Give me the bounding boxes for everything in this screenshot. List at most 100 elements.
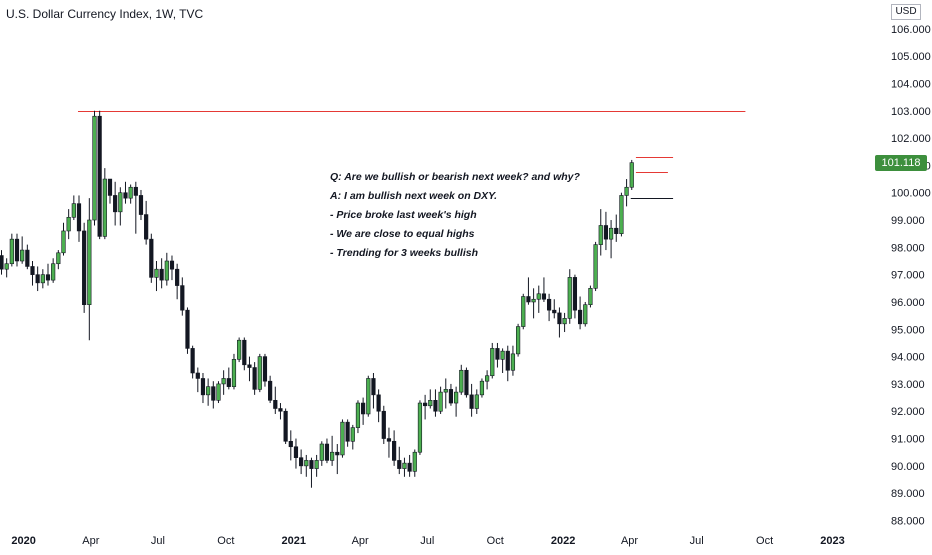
candle-body	[309, 460, 314, 469]
candle-body	[216, 383, 221, 401]
candle	[515, 323, 521, 357]
candle	[428, 389, 433, 409]
last-price-badge: 101.118	[875, 155, 927, 171]
candle-body	[526, 296, 531, 303]
candle-body	[407, 462, 412, 472]
candle-body	[459, 369, 464, 393]
candle-body	[324, 443, 330, 461]
candle	[283, 408, 288, 445]
candle-body	[433, 400, 438, 412]
candle	[485, 370, 490, 390]
time-axis[interactable]: 2020 Apr Jul Oct 2021 Apr Jul Oct 2022 Apr Jul Oct 2…	[11, 535, 844, 547]
candle-body	[195, 372, 200, 379]
candle	[423, 394, 428, 420]
candle-body	[283, 410, 288, 442]
candle	[211, 381, 216, 409]
candle	[459, 364, 464, 395]
x-tick-label: Apr	[352, 535, 369, 547]
price-axis[interactable]: 106.000105.000104.000103.000102.000101.0…	[891, 24, 931, 528]
candle-body	[211, 386, 216, 401]
candle	[505, 345, 510, 382]
x-tick-label: Jul	[420, 535, 434, 547]
candle-body	[0, 255, 4, 270]
candle-body	[82, 230, 87, 306]
candle	[324, 438, 330, 464]
candle-body	[200, 378, 206, 396]
candle	[407, 454, 412, 477]
currency-label[interactable]: USD	[891, 4, 921, 20]
candle	[180, 277, 185, 316]
candle-body	[572, 277, 578, 311]
candle	[588, 285, 593, 308]
candle-body	[392, 440, 397, 461]
candle-body	[118, 192, 123, 213]
y-tick-label: 100.000	[891, 188, 931, 200]
candle-body	[242, 339, 247, 366]
candle	[552, 299, 557, 319]
candle	[82, 222, 87, 313]
candle	[386, 427, 392, 458]
candle	[381, 405, 386, 445]
annotation-reason-2: - We are close to equal highs	[330, 228, 475, 240]
candle-body	[51, 263, 56, 281]
candle	[376, 389, 381, 423]
candle	[159, 258, 164, 289]
candle	[97, 110, 102, 240]
candle	[61, 222, 66, 256]
candle	[30, 261, 35, 286]
candle	[345, 419, 350, 447]
candle	[469, 383, 474, 417]
candle	[278, 403, 283, 420]
candle-body	[71, 203, 76, 218]
candle-body	[629, 162, 634, 188]
x-tick-label: Jul	[690, 535, 704, 547]
y-tick-label: 93.000	[891, 379, 925, 391]
horizontal-levels	[77, 111, 746, 199]
candle-body	[45, 274, 51, 281]
candle	[577, 296, 583, 330]
y-tick-label: 102.000	[891, 133, 931, 145]
candle	[4, 258, 9, 278]
candle	[443, 378, 448, 409]
candle-body	[273, 400, 278, 409]
candle	[195, 367, 200, 393]
candle-body	[257, 356, 262, 390]
candle	[226, 367, 231, 390]
candle-body	[608, 227, 614, 240]
candle	[299, 449, 304, 475]
y-tick-label: 98.000	[891, 242, 925, 254]
y-tick-label: 94.000	[891, 352, 925, 364]
candle-body	[505, 350, 510, 371]
candle	[603, 211, 609, 251]
candle	[40, 269, 45, 289]
candle-body	[293, 446, 299, 458]
x-tick-label: 2020	[11, 535, 35, 547]
candle-body	[350, 427, 355, 442]
candle-body	[226, 378, 231, 387]
candle-body	[598, 225, 603, 245]
candle-body	[577, 309, 583, 325]
candle-body	[107, 178, 113, 196]
candle-body	[443, 389, 448, 393]
candle	[417, 400, 423, 455]
candle-body	[417, 402, 423, 453]
candle	[87, 198, 92, 341]
candle	[438, 386, 443, 414]
candle	[397, 446, 402, 475]
candle-body	[76, 203, 82, 232]
candle	[133, 181, 138, 234]
candle	[273, 386, 278, 414]
candle-body	[92, 115, 97, 221]
candle-body	[355, 402, 361, 428]
candle	[20, 236, 25, 264]
candle	[402, 457, 407, 477]
y-tick-label: 97.000	[891, 270, 925, 282]
candle-body	[185, 309, 190, 349]
candle-body	[510, 353, 516, 371]
x-tick-label: 2021	[282, 535, 306, 547]
candle	[350, 424, 355, 450]
candle	[102, 168, 107, 240]
candle	[257, 353, 262, 393]
